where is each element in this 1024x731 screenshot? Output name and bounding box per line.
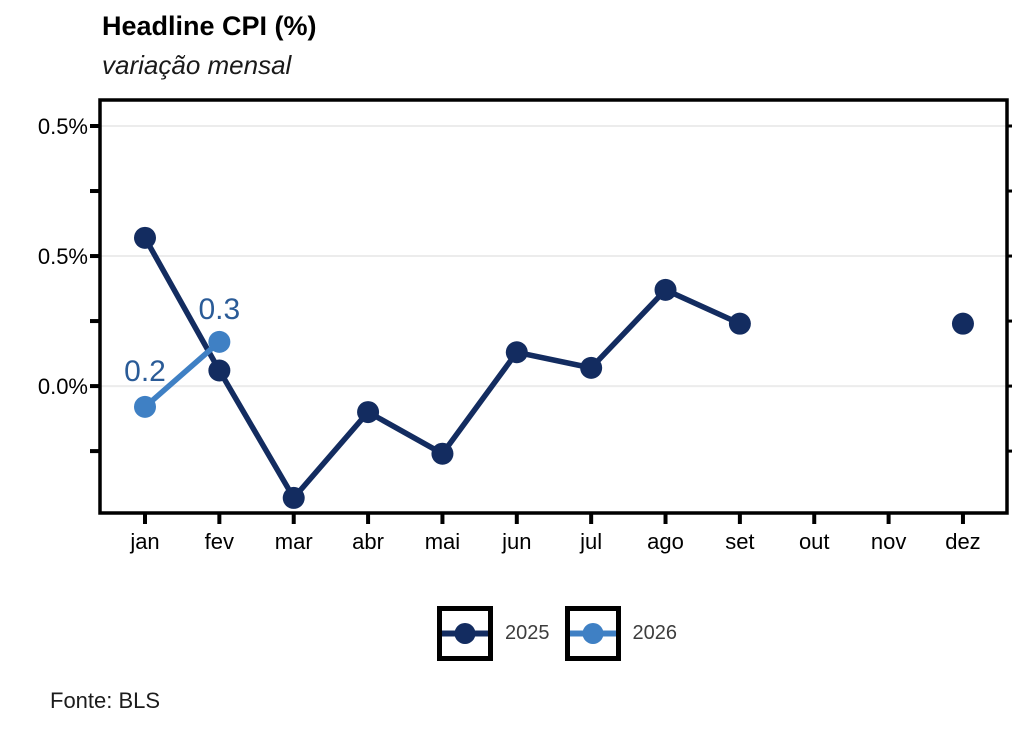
data-point-2025-jun bbox=[505, 341, 528, 364]
data-point-2025-mai bbox=[431, 442, 454, 465]
data-label-2026-jan: 0.2 bbox=[124, 355, 166, 388]
x-tick-label: jan bbox=[129, 529, 159, 554]
series-2026-line bbox=[142, 339, 223, 410]
chart-subtitle: variação mensal bbox=[102, 50, 292, 80]
data-label-2026-fev: 0.3 bbox=[199, 293, 241, 326]
data-point-2026-fev bbox=[208, 330, 231, 353]
y-tick-label: 0.0% bbox=[38, 374, 88, 399]
x-tick-label: mai bbox=[425, 529, 460, 554]
legend-key-2026-icon bbox=[564, 606, 621, 661]
legend-label-2025: 2025 bbox=[505, 622, 550, 644]
data-point-2025-fev bbox=[208, 359, 231, 382]
data-point-2025-ago bbox=[654, 278, 677, 301]
x-tick-label: jun bbox=[501, 529, 531, 554]
legend-item-2025[interactable]: 2025 bbox=[437, 606, 550, 661]
x-tick-label: set bbox=[725, 529, 754, 554]
y-tick-label: 0.5% bbox=[38, 244, 88, 269]
legend-item-2026[interactable]: 2026 bbox=[564, 606, 678, 661]
x-tick-label: ago bbox=[647, 529, 684, 554]
data-point-2025-jul bbox=[580, 356, 603, 379]
x-tick-label: abr bbox=[352, 529, 384, 554]
data-point-2025-mar bbox=[282, 486, 305, 509]
data-point-2025-dez bbox=[951, 312, 974, 335]
cpi-line-chart-canvas: 0.5% 0.5% 0.0% jan fev mar abr mai jun jul ago set o… bbox=[38, 98, 1012, 554]
legend-label-2026: 2026 bbox=[632, 622, 678, 644]
y-tick-label: 0.5% bbox=[38, 114, 88, 139]
x-tick-label: mar bbox=[275, 529, 313, 554]
x-tick-label: fev bbox=[205, 529, 234, 554]
x-tick-label: nov bbox=[871, 529, 906, 554]
plot-border bbox=[98, 98, 1009, 515]
legend: 2025 2026 bbox=[437, 606, 677, 661]
x-tick-label: dez bbox=[945, 529, 980, 554]
data-point-2026-jan bbox=[134, 395, 156, 418]
data-point-2025-set bbox=[728, 312, 751, 335]
x-tick-label: out bbox=[799, 529, 830, 554]
source-caption: Fonte: BLS bbox=[50, 688, 161, 713]
legend-key-2025-icon bbox=[437, 606, 493, 661]
chart-title: Headline CPI (%) bbox=[102, 11, 317, 41]
data-point-2025-jan bbox=[134, 226, 156, 249]
x-tick-label: jul bbox=[579, 529, 602, 554]
data-point-2025-abr bbox=[357, 401, 380, 424]
